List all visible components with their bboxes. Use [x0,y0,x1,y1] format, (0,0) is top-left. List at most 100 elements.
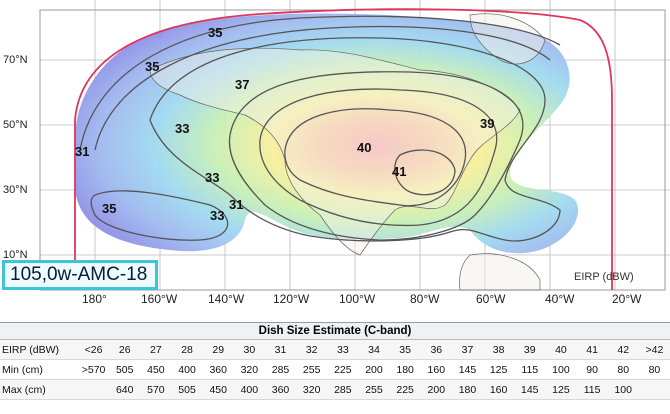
eirp-cell: 38 [483,340,515,360]
contour-31 [79,15,561,151]
min-cell: 80 [638,359,670,380]
min-cell: 115 [514,359,546,380]
contour-label: 39 [480,116,494,131]
eirp-cell: 34 [358,340,390,360]
max-cell: 180 [451,379,484,400]
contour-label: 33 [175,121,189,136]
lon-label: 20°W [612,292,642,306]
eirp-cell: <26 [78,340,110,360]
max-cell: 450 [202,379,234,400]
max-cell: 360 [264,379,297,400]
max-cell: 145 [514,379,546,400]
max-cell: 320 [296,379,328,400]
lon-label: 100°W [339,292,376,306]
max-cell: 225 [389,379,421,400]
eirp-cell: 28 [171,340,203,360]
min-cell: 360 [202,359,234,380]
max-cell: 400 [233,379,265,400]
eirp-cell: 42 [607,340,639,360]
contour-label: 37 [235,77,249,92]
eirp-cell: 31 [264,340,297,360]
contour-label: 35 [102,201,116,216]
eirp-cell: 41 [576,340,608,360]
lon-label: 180° [82,292,107,306]
contour-35-west [90,190,229,241]
lat-label: 30°N [3,184,28,196]
eirp-cell: 26 [109,340,141,360]
dish-size-table-section: Dish Size Estimate (C-band) EIRP (dBW) <… [0,322,670,414]
dish-table-title: Dish Size Estimate (C-band) [0,322,670,340]
max-cell: 255 [358,379,390,400]
row-label: Max (cm) [0,379,78,400]
eirp-cell: 35 [389,340,421,360]
lat-label: 10°N [3,249,28,261]
contour-37 [228,71,524,241]
lat-label: 50°N [3,119,28,131]
max-cell: 100 [607,379,639,400]
contour-labels: 35 35 37 33 31 40 41 39 33 35 33 31 [75,25,494,223]
lon-label: 160°W [141,292,178,306]
contour-label: 41 [392,164,406,179]
max-cell: 640 [109,379,141,400]
min-cell: 255 [296,359,328,380]
lon-label: 60°W [476,292,506,306]
eirp-cell: 37 [451,340,484,360]
max-row: Max (cm) 640 570 505 450 400 360 320 285 255 225 2… [0,379,670,400]
contour-label: 31 [75,144,89,159]
eirp-unit-label: EIRP (dBW) [574,271,634,283]
min-cell: 100 [545,359,577,380]
eirp-cell: 32 [296,340,328,360]
lon-label: 140°W [208,292,245,306]
eirp-cell: 27 [140,340,172,360]
row-label: EIRP (dBW) [0,340,78,360]
min-cell: 320 [233,359,265,380]
max-cell: 200 [420,379,452,400]
contour-39 [259,88,498,227]
row-label: Min (cm) [0,359,78,380]
min-cell: 90 [576,359,608,380]
min-cell: 200 [358,359,390,380]
min-cell: 125 [483,359,515,380]
dish-size-table: EIRP (dBW) <26 26 27 28 29 30 31 32 33 34 35 36 37 38… [0,340,670,400]
max-cell: 285 [327,379,359,400]
south-america-land [459,253,541,291]
min-row: Min (cm) >570 505 450 400 360 320 285 255 225 200… [0,359,670,380]
lon-label: 120°W [273,292,310,306]
min-cell: 145 [451,359,484,380]
min-cell: 450 [140,359,172,380]
eirp-cell: 30 [233,340,265,360]
contour-label: 40 [357,140,371,155]
max-cell: 125 [545,379,577,400]
max-cell [78,379,110,400]
eirp-row: EIRP (dBW) <26 26 27 28 29 30 31 32 33 34 35 36 37 38… [0,340,670,360]
footprint-map-svg: 35 35 37 33 31 40 41 39 33 35 33 31 [39,0,670,291]
min-cell: 160 [420,359,452,380]
contour-41 [394,149,456,196]
min-cell: 225 [327,359,359,380]
contour-label: 35 [145,59,159,74]
eirp-cell: 29 [202,340,234,360]
contour-33 [94,25,551,151]
lat-label: 70°N [3,54,28,66]
eirp-cell: 36 [420,340,452,360]
min-cell: 505 [109,359,141,380]
min-cell: 285 [264,359,297,380]
coverage-map: 35 35 37 33 31 40 41 39 33 35 33 31 70°N… [0,0,670,306]
contour-label: 35 [208,25,222,40]
max-cell: 160 [483,379,515,400]
max-cell: 570 [140,379,172,400]
satellite-name-badge: 105,0w-AMC-18 [2,260,158,290]
max-cell: 115 [576,379,608,400]
eirp-contours [79,15,561,242]
contour-label: 31 [229,197,243,212]
beam-coverage-area [75,13,579,254]
min-cell: 80 [607,359,639,380]
min-cell: >570 [78,359,110,380]
contour-label: 33 [205,170,219,185]
eirp-cell: 33 [327,340,359,360]
min-cell: 400 [171,359,203,380]
eirp-cell: 39 [514,340,546,360]
min-cell: 180 [389,359,421,380]
eirp-cell: >42 [638,340,670,360]
contour-label: 33 [210,208,224,223]
